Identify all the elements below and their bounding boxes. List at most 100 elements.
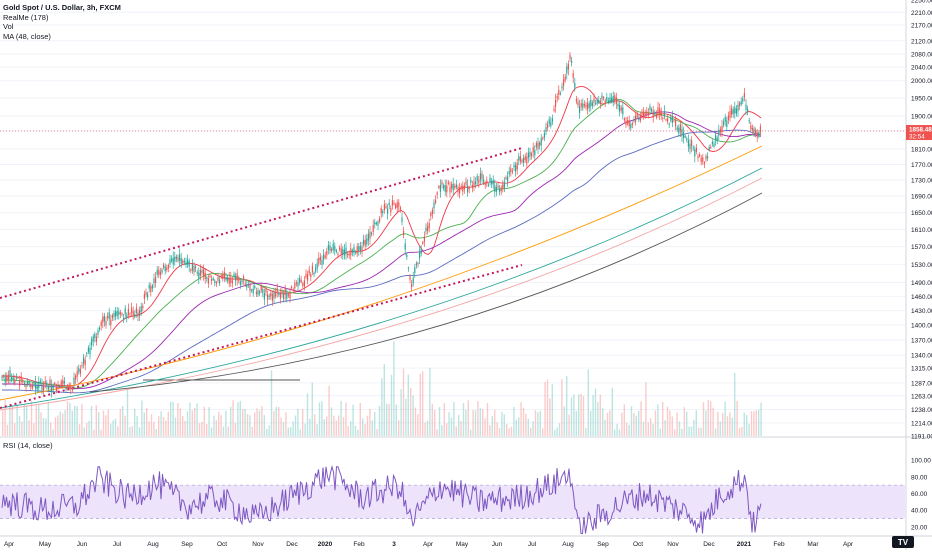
volume-bar (604, 419, 606, 436)
candle-body (150, 286, 152, 292)
candle-body (731, 108, 733, 115)
candle-body (391, 200, 393, 206)
volume-bar (510, 426, 513, 436)
volume-bar (278, 406, 280, 436)
volume-bar (527, 418, 529, 436)
volume-bar (280, 417, 282, 436)
volume-bar (402, 368, 405, 436)
volume-bar (570, 397, 573, 436)
volume-bar (266, 429, 268, 436)
candle-body (315, 267, 317, 272)
candle-body (614, 95, 616, 101)
candle-body (737, 104, 739, 112)
volume-bar (239, 400, 241, 436)
candle-body (196, 272, 198, 274)
candle-body (324, 255, 326, 258)
indicator-label-realme[interactable]: RealMe (178) (3, 12, 49, 22)
candle-body (332, 243, 334, 250)
volume-bar (532, 421, 534, 436)
price-axis-tick: 1570.00 (911, 244, 932, 251)
candle-body (124, 308, 126, 315)
volume-bar (539, 410, 541, 436)
candle-body (156, 270, 158, 275)
volume-bar (695, 410, 697, 436)
candle-body (267, 294, 269, 300)
volume-bar (465, 409, 467, 436)
candle-body (436, 192, 438, 195)
candle-body (623, 118, 625, 121)
candle-body (206, 277, 208, 279)
time-axis-label: Apr (423, 541, 434, 548)
volume-bar (378, 406, 381, 436)
candle-body (329, 245, 331, 251)
indicator-label-ma[interactable]: MA (48, close) (3, 31, 51, 41)
candle-body (252, 288, 254, 294)
candle-body (542, 137, 544, 139)
volume-bar (59, 411, 61, 436)
volume-bar (222, 426, 225, 436)
candle-body (284, 288, 286, 295)
candle-body (281, 290, 283, 295)
candle-body (468, 186, 470, 190)
candle-body (363, 239, 365, 245)
volume-bar (618, 429, 621, 436)
price-axis-tick: 1490.00 (911, 280, 932, 287)
candle-body (452, 183, 454, 191)
volume-bar (738, 427, 741, 436)
candle-body (223, 272, 225, 279)
candle-body (651, 109, 653, 112)
candle-body (217, 277, 219, 281)
candle-body (131, 307, 133, 313)
volume-bar (688, 426, 690, 436)
candle-body (220, 275, 222, 278)
volume-bar (506, 423, 508, 436)
candle-body (444, 185, 446, 192)
candle-body (230, 277, 232, 283)
price-layer (0, 51, 905, 398)
candle-body (236, 273, 238, 280)
candle-body (57, 384, 59, 388)
candle-body (695, 147, 697, 152)
volume-bar (117, 426, 119, 436)
candle-body (409, 276, 411, 280)
candle-body (553, 108, 555, 111)
candle-body (535, 143, 537, 148)
volume-bar (225, 410, 227, 436)
volume-bar (105, 415, 107, 436)
price-axis-tick: 1430.00 (911, 308, 932, 315)
symbol-title[interactable]: Gold Spot / U.S. Dollar, 3h, FXCM (3, 3, 121, 12)
candle-body (110, 319, 112, 325)
ma-line-blue (2, 129, 762, 394)
candle-body (52, 385, 54, 389)
candle-body (558, 89, 560, 95)
candle-body (425, 227, 427, 232)
chart-legend: Gold Spot / U.S. Dollar, 3h, FXCM RealMe… (3, 3, 121, 41)
candle-body (11, 377, 13, 380)
candle-body (607, 100, 609, 104)
candle-body (500, 187, 502, 191)
candle-body (507, 176, 509, 182)
indicator-label-vol[interactable]: Vol (3, 22, 14, 32)
candle-body (358, 246, 360, 251)
volume-bar (21, 421, 23, 436)
volume-bar (731, 417, 733, 436)
candle-body (33, 382, 35, 386)
volume-bar (470, 429, 472, 436)
volume-bar (155, 429, 157, 436)
time-axis-label: Jun (77, 541, 88, 548)
volume-bar (537, 412, 539, 436)
volume-bar (153, 421, 155, 436)
candle-body (262, 289, 264, 293)
candle-body (755, 130, 757, 134)
candle-body (727, 115, 729, 121)
volume-bar (681, 428, 683, 436)
volume-bar (580, 394, 582, 436)
volume-bar (2, 410, 4, 436)
volume-bar (424, 422, 426, 436)
candle-body (740, 101, 742, 105)
rsi-legend[interactable]: RSI (14, close) (3, 441, 53, 450)
candle-body (547, 124, 549, 128)
